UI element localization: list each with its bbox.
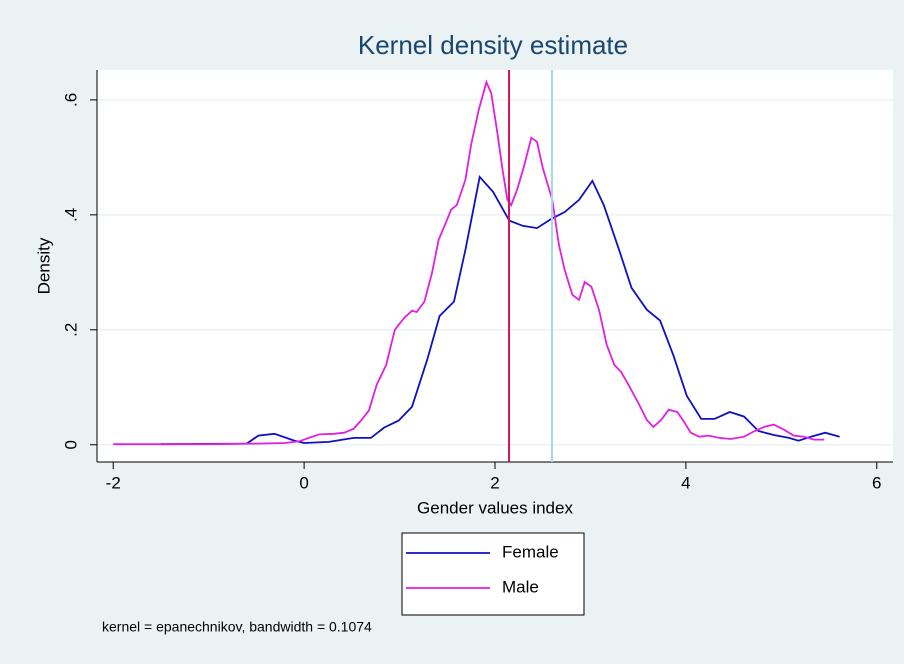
legend-label: Male bbox=[502, 577, 539, 596]
y-tick-label: .6 bbox=[61, 93, 80, 107]
density-line bbox=[113, 79, 825, 446]
plot-region bbox=[97, 70, 893, 462]
x-tick-label: 6 bbox=[872, 473, 881, 492]
y-tick-label: .2 bbox=[61, 323, 80, 337]
x-tick-label: 0 bbox=[299, 473, 308, 492]
chart-title: Kernel density estimate bbox=[358, 30, 628, 60]
y-axis-title: Density bbox=[34, 237, 53, 294]
legend-box bbox=[401, 532, 585, 616]
x-axis-title: Gender values index bbox=[417, 498, 573, 517]
note: kernel = epanechnikov, bandwidth = 0.107… bbox=[102, 619, 372, 635]
x-tick-label: -2 bbox=[106, 473, 121, 492]
y-tick-label: .4 bbox=[61, 208, 80, 222]
legend-label: Female bbox=[502, 542, 559, 561]
x-tick-label: 4 bbox=[681, 473, 690, 492]
x-tick-label: 2 bbox=[490, 473, 499, 492]
y-tick-label: 0 bbox=[61, 440, 80, 449]
